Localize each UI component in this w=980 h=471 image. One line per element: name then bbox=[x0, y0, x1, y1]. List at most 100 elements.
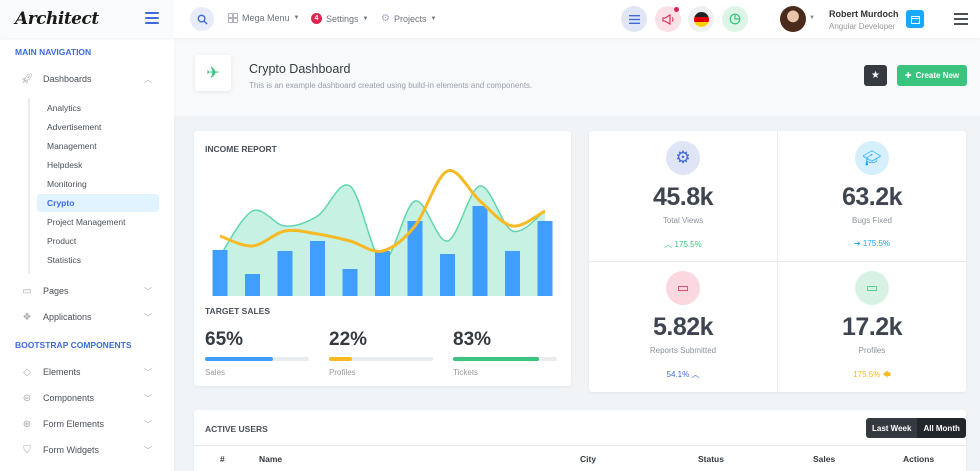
arrow-left-icon: 🡄 bbox=[882, 370, 891, 379]
stat-total-views: ⚙ 45.8k Total Views ︿ 175.5% bbox=[589, 141, 777, 250]
sidebar-item-helpdesk[interactable]: Helpdesk bbox=[47, 160, 83, 170]
stat-label: Profiles bbox=[858, 346, 886, 355]
stat-trend-value: 54.1% bbox=[666, 370, 690, 379]
nav-projects-label: Projects bbox=[393, 13, 427, 24]
income-report-title: Income Report bbox=[205, 144, 277, 154]
arrow-right-icon: ➔ bbox=[853, 239, 861, 248]
stat-trend: 54.1% ︿ bbox=[589, 369, 777, 380]
card-header-divider bbox=[194, 445, 966, 446]
stat-trend-value: 175.5% bbox=[862, 239, 891, 248]
chevron-down-icon: ﹀ bbox=[144, 393, 152, 403]
sidebar-item-label: Applications bbox=[43, 312, 92, 322]
sidebar-item-analytics[interactable]: Analytics bbox=[47, 103, 82, 113]
page-title-area bbox=[174, 38, 980, 116]
shield-icon: ⛉ bbox=[23, 444, 31, 456]
stat-trend-value: 175.5% bbox=[674, 240, 702, 249]
app-logo[interactable]: Architect bbox=[15, 9, 99, 29]
page-subtitle: This is an example dashboard created usi… bbox=[249, 81, 533, 90]
stats-grid-card: ⚙ 45.8k Total Views ︿ 175.5% 🎓︎ 63.2k Bu… bbox=[589, 131, 966, 392]
sidebar-item-applications[interactable]: ❖ Applications ﹀ bbox=[20, 307, 160, 327]
target-sales-label: Profiles bbox=[329, 368, 356, 377]
sidebar-item-project-management[interactable]: Project Management bbox=[47, 217, 126, 227]
light-icon: ⊕ bbox=[22, 418, 32, 430]
browser-icon: ▭ bbox=[22, 285, 32, 297]
sidebar-item-label: Pages bbox=[43, 286, 69, 296]
chart-bar bbox=[472, 206, 488, 296]
arrow-up-icon: ︿ bbox=[691, 370, 700, 379]
active-users-button[interactable] bbox=[722, 6, 748, 32]
target-sales-value: 22% bbox=[329, 329, 368, 350]
line-series bbox=[219, 169, 546, 253]
favorite-button[interactable]: ★ bbox=[864, 65, 887, 86]
chevron-down-icon: ﹀ bbox=[144, 419, 152, 429]
megaphone-icon bbox=[661, 13, 673, 25]
target-sales-value: 83% bbox=[453, 329, 492, 350]
grid-menu-button[interactable] bbox=[621, 6, 647, 32]
gear-icon: ⚙ bbox=[675, 148, 691, 167]
sidebar-item-pages[interactable]: ▭ Pages ﹀ bbox=[20, 281, 160, 301]
target-sales-value: 65% bbox=[205, 329, 244, 350]
progress-fill bbox=[205, 357, 273, 361]
sidebar-item-elements[interactable]: ◇ Elements ﹀ bbox=[20, 362, 160, 382]
income-chart bbox=[212, 169, 553, 296]
right-menu-button[interactable] bbox=[954, 13, 968, 25]
graduation-cap-icon: 🎓︎ bbox=[862, 150, 882, 167]
sidebar-item-label: Components bbox=[43, 393, 95, 403]
cubes-icon: ❖ bbox=[22, 311, 32, 323]
column-header-index: # bbox=[220, 454, 225, 464]
sidebar-item-product[interactable]: Product bbox=[47, 236, 77, 246]
stat-bugs-fixed: 🎓︎ 63.2k Bugs Fixed ➔ 175.5% bbox=[778, 141, 966, 248]
star-icon: ★ bbox=[871, 70, 880, 81]
search-button[interactable] bbox=[190, 7, 214, 31]
chart-bar bbox=[537, 221, 553, 296]
sidebar-toggle-button[interactable] bbox=[145, 12, 159, 24]
chevron-down-icon: ﹀ bbox=[144, 445, 152, 455]
stat-icon-circle: ⚙ bbox=[666, 141, 700, 175]
chart-bar bbox=[310, 241, 325, 296]
language-button[interactable] bbox=[688, 6, 714, 32]
tab-all-month[interactable]: All Month bbox=[917, 418, 966, 438]
user-role: Angular Developer bbox=[829, 22, 896, 31]
chart-bar bbox=[212, 250, 228, 296]
stat-trend: ︿ 175.5% bbox=[589, 239, 777, 250]
sidebar-item-components[interactable]: ⊜ Components ﹀ bbox=[20, 388, 160, 408]
target-sales-label: Sales bbox=[205, 368, 226, 377]
list-icon bbox=[628, 14, 640, 24]
sidebar-item-monitoring[interactable]: Monitoring bbox=[47, 179, 87, 189]
sidebar-item-management[interactable]: Management bbox=[47, 141, 97, 151]
sidebar-item-form-widgets[interactable]: ⛉ Form Widgets ﹀ bbox=[20, 440, 160, 460]
target-sales-title: Target Sales bbox=[205, 306, 271, 316]
sidebar-item-advertisement[interactable]: Advertisement bbox=[47, 122, 102, 132]
arrow-up-icon: ︿ bbox=[664, 240, 673, 249]
submenu-line bbox=[28, 98, 30, 274]
target-sales-item: 83% Tickets bbox=[453, 329, 557, 377]
stat-trend: 175.5% 🡄 bbox=[778, 369, 966, 383]
notifications-button[interactable] bbox=[655, 6, 681, 32]
avatar[interactable] bbox=[780, 6, 806, 32]
create-new-button[interactable]: ✚ Create New bbox=[897, 65, 967, 86]
search-icon bbox=[197, 14, 208, 25]
chevron-down-icon[interactable]: ▼ bbox=[809, 15, 815, 21]
tab-last-week[interactable]: Last Week bbox=[866, 418, 918, 438]
chart-bar bbox=[375, 251, 390, 296]
header-logo-area bbox=[0, 0, 174, 38]
calendar-button[interactable] bbox=[906, 10, 924, 28]
laptop-phone-icon: ▭ bbox=[676, 280, 690, 295]
nav-projects[interactable]: ⚙ Projects ▼ bbox=[381, 13, 436, 24]
nav-mega-menu[interactable]: Mega Menu ▼ bbox=[228, 13, 299, 23]
nav-settings[interactable]: 4 Settings ▼ bbox=[311, 13, 368, 24]
plane-icon: ✈ bbox=[195, 55, 231, 91]
notification-dot bbox=[674, 7, 679, 12]
column-header-status: Status bbox=[698, 454, 724, 464]
chevron-down-icon: ▼ bbox=[430, 15, 437, 22]
progress-bar bbox=[205, 357, 309, 361]
stat-icon-circle: 🎓︎ bbox=[855, 141, 889, 175]
stat-label: Reports Submitted bbox=[649, 346, 717, 355]
sidebar-item-crypto[interactable]: Crypto bbox=[37, 194, 159, 212]
chevron-down-icon: ﹀ bbox=[144, 367, 152, 377]
sidebar-item-dashboards[interactable]: 🚀︎ Dashboards ︿ bbox=[20, 69, 160, 89]
sidebar-item-form-elements[interactable]: ⊕ Form Elements ﹀ bbox=[20, 414, 160, 434]
sidebar-item-statistics[interactable]: Statistics bbox=[47, 255, 82, 265]
sidebar-item-label: Form Elements bbox=[43, 419, 105, 429]
grid-divider-horizontal bbox=[589, 261, 966, 262]
